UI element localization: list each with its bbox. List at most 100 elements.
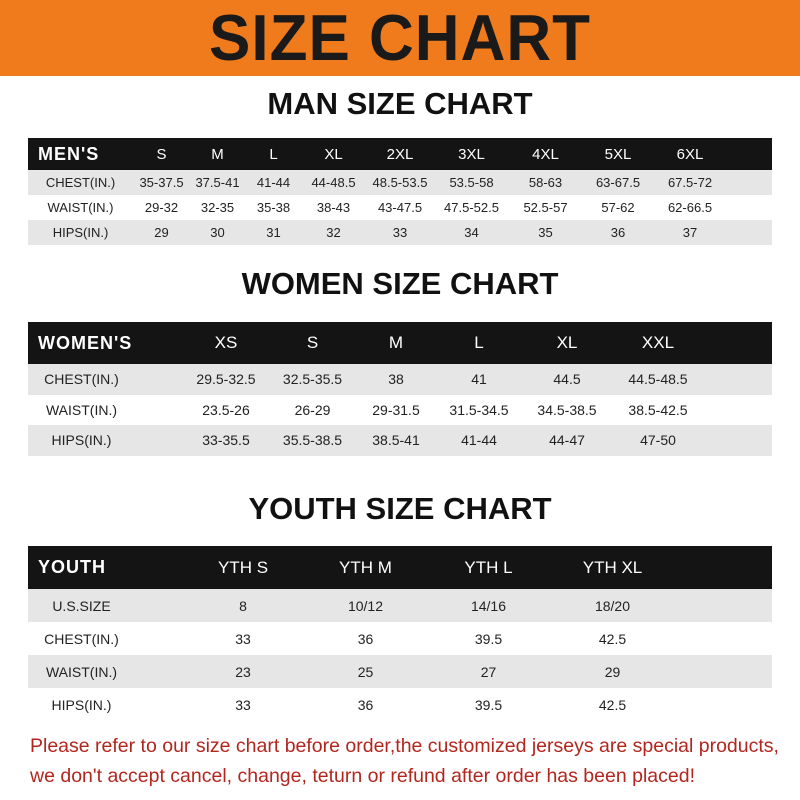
size-chart-banner: SIZE CHART	[0, 0, 800, 76]
table-cell: 14/16	[470, 597, 507, 614]
size-header-cell: 2XL	[386, 145, 414, 163]
women-size-table: WOMEN'S XS S M L XL XXL CHEST(IN.) 29.5-32.5 32.5…	[28, 322, 772, 456]
table-cell: 67.5-72	[667, 175, 713, 190]
table-cell: 30	[210, 225, 225, 240]
table-cell: 37	[682, 225, 698, 240]
size-header-cell: M	[211, 145, 224, 163]
table-cell: 43-47.5	[377, 200, 423, 215]
table-cell: 8	[239, 597, 247, 614]
table-cell: 36	[610, 225, 626, 240]
table-cell: 35-38	[256, 200, 291, 215]
table-cell: 29	[154, 225, 169, 240]
table-cell: 53.5-58	[449, 175, 494, 190]
table-cell: 18/20	[594, 597, 631, 614]
table-cell: 34	[464, 225, 479, 240]
table-cell: 26-29	[294, 401, 331, 418]
row-label: HIPS(IN.)	[51, 696, 112, 713]
row-label: HIPS(IN.)	[51, 432, 112, 449]
table-cell: 47.5-52.5	[444, 200, 499, 215]
notice-line-2: we don't accept cancel, change, teturn o…	[30, 765, 695, 787]
size-header-cell: 6XL	[676, 145, 704, 163]
row-label: WAIST(IN.)	[45, 663, 118, 680]
table-cell: 42.5	[598, 630, 627, 647]
table-cell: 33-35.5	[202, 432, 250, 449]
table-cell: 39.5	[474, 696, 503, 713]
table-cell: 38	[388, 371, 404, 388]
size-header-cell: 3XL	[458, 145, 485, 163]
size-header-cell: XL	[556, 333, 578, 352]
table-row: CHEST(IN.) 29.5-32.5 32.5-35.5 38 41 44.5 44.5…	[28, 364, 772, 395]
size-header-cell: S	[306, 333, 319, 352]
banner-title: SIZE CHART	[209, 1, 591, 75]
notice-line-1: Please refer to our size chart before or…	[30, 735, 779, 757]
table-row: WAIST(IN.) 23 25 27 29	[28, 655, 772, 688]
table-cell: 27	[480, 663, 497, 680]
table-header-row: YOUTH YTH S YTH M YTH L YTH XL	[28, 546, 772, 589]
table-row: WAIST(IN.) 29-32 32-35 35-38 38-43 43-47.5 47.…	[28, 195, 772, 220]
table-title-cell: WOMEN'S	[38, 332, 133, 353]
table-row: CHEST(IN.) 35-37.5 37.5-41 41-44 44-48.5 48.5…	[28, 170, 772, 195]
table-cell: 25	[357, 663, 374, 680]
youth-section-title: YOUTH SIZE CHART	[248, 491, 552, 526]
table-cell: 41	[471, 371, 487, 388]
table-cell: 41-44	[461, 432, 497, 449]
table-cell: 36	[357, 630, 374, 647]
size-header-cell: XS	[214, 333, 238, 352]
table-row: HIPS(IN.) 33-35.5 35.5-38.5 38.5-41 41-44 44-…	[28, 425, 772, 456]
table-row: HIPS(IN.) 29 30 31 32 33 34 35 36 37	[28, 220, 772, 245]
table-cell: 63-67.5	[595, 175, 641, 190]
table-cell: 23	[235, 663, 251, 680]
size-header-cell: YTH L	[464, 557, 513, 577]
table-row: HIPS(IN.) 33 36 39.5 42.5	[28, 688, 772, 721]
table-cell: 44.5	[553, 371, 581, 388]
table-cell: 44.5-48.5	[628, 371, 688, 388]
table-cell: 39.5	[474, 630, 503, 647]
youth-size-table: YOUTH YTH S YTH M YTH L YTH XL U.S.SIZE 8 10/12…	[28, 546, 772, 721]
table-cell: 33	[235, 696, 251, 713]
row-label: CHEST(IN.)	[44, 630, 119, 647]
row-label: U.S.SIZE	[52, 597, 111, 614]
table-cell: 44-48.5	[311, 175, 356, 190]
table-cell: 35	[538, 225, 553, 240]
table-cell: 38.5-42.5	[628, 401, 688, 418]
size-header-cell: L	[474, 333, 484, 352]
table-cell: 52.5-57	[523, 200, 568, 215]
table-cell: 29	[604, 663, 621, 680]
table-header-row: MEN'S S M L XL 2XL 3XL 4XL 5XL 6XL	[28, 138, 772, 170]
table-cell: 31	[266, 225, 281, 240]
row-label: HIPS(IN.)	[52, 225, 109, 240]
table-cell: 35-37.5	[139, 175, 184, 190]
table-cell: 36	[357, 696, 374, 713]
table-cell: 35.5-38.5	[282, 432, 343, 449]
table-title-cell: YOUTH	[38, 557, 106, 577]
row-label: WAIST(IN.)	[47, 200, 114, 215]
table-cell: 33	[392, 225, 408, 240]
table-cell: 37.5-41	[195, 175, 240, 190]
table-cell: 62-66.5	[667, 200, 713, 215]
size-header-cell: XL	[324, 145, 343, 163]
men-section-title: MAN SIZE CHART	[267, 86, 533, 121]
table-row: WAIST(IN.) 23.5-26 26-29 29-31.5 31.5-34.5 34…	[28, 394, 772, 425]
table-cell: 32.5-35.5	[282, 371, 343, 388]
table-cell: 48.5-53.5	[372, 175, 428, 190]
row-label: CHEST(IN.)	[44, 371, 119, 388]
table-cell: 44-47	[549, 432, 585, 449]
table-cell: 32	[326, 225, 341, 240]
table-row: CHEST(IN.) 33 36 39.5 42.5	[28, 622, 772, 655]
table-cell: 34.5-38.5	[537, 401, 597, 418]
row-label: WAIST(IN.)	[45, 401, 118, 418]
table-cell: 33	[235, 630, 251, 647]
table-title-cell: MEN'S	[38, 143, 100, 164]
size-header-cell: YTH XL	[582, 557, 643, 577]
table-header-row: WOMEN'S XS S M L XL XXL	[28, 322, 772, 364]
table-cell: 47-50	[640, 432, 676, 449]
size-header-cell: YTH S	[217, 557, 269, 577]
table-cell: 29.5-32.5	[196, 371, 256, 388]
table-cell: 41-44	[256, 175, 291, 190]
table-cell: 23.5-26	[202, 401, 250, 418]
table-cell: 10/12	[347, 597, 384, 614]
table-cell: 58-63	[528, 175, 563, 190]
table-cell: 38.5-41	[372, 432, 420, 449]
table-cell: 32-35	[200, 200, 235, 215]
size-header-cell: YTH M	[339, 557, 392, 577]
